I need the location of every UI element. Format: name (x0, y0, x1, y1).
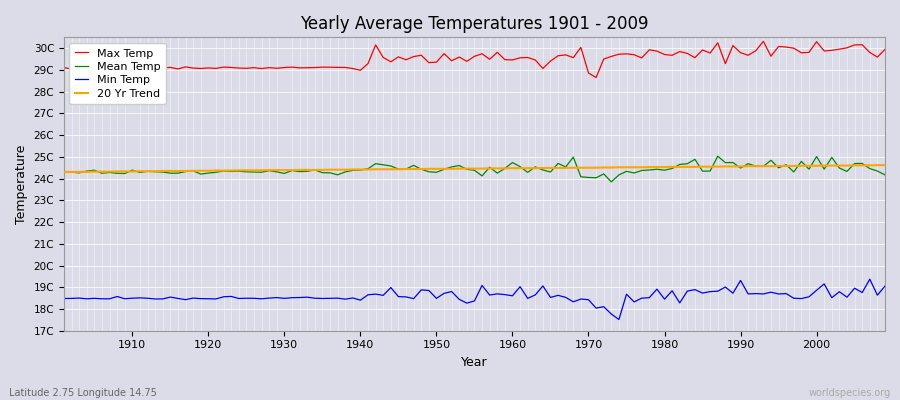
Mean Temp (606, 180, 616, 184)
20 Yr Trend (872, 163, 883, 168)
Mean Temp (332, 172, 343, 177)
Mean Temp (286, 168, 297, 173)
Mean Temp (712, 154, 723, 159)
20 Yr Trend (286, 168, 297, 172)
Max Temp (758, 39, 769, 44)
Title: Yearly Average Temperatures 1901 - 2009: Yearly Average Temperatures 1901 - 2009 (301, 15, 649, 33)
Max Temp (58, 65, 69, 70)
Min Temp (879, 284, 890, 288)
Line: Min Temp: Min Temp (64, 279, 885, 320)
Min Temp (120, 296, 130, 301)
20 Yr Trend (500, 166, 510, 171)
Text: worldspecies.org: worldspecies.org (809, 388, 891, 398)
Line: 20 Yr Trend: 20 Yr Trend (64, 165, 885, 172)
Min Temp (58, 296, 69, 301)
20 Yr Trend (507, 166, 517, 170)
20 Yr Trend (58, 170, 69, 174)
Line: Mean Temp: Mean Temp (64, 156, 885, 182)
Min Temp (598, 304, 609, 309)
20 Yr Trend (598, 165, 609, 170)
X-axis label: Year: Year (461, 356, 488, 369)
Min Temp (500, 292, 510, 297)
Line: Max Temp: Max Temp (64, 41, 885, 78)
20 Yr Trend (879, 163, 890, 168)
Mean Temp (500, 166, 510, 171)
Text: Latitude 2.75 Longitude 14.75: Latitude 2.75 Longitude 14.75 (9, 388, 157, 398)
Max Temp (606, 54, 616, 59)
Mean Temp (598, 172, 609, 176)
Mean Temp (879, 172, 890, 177)
20 Yr Trend (332, 167, 343, 172)
Min Temp (286, 295, 297, 300)
Mean Temp (120, 171, 130, 176)
Min Temp (507, 293, 517, 298)
Legend: Max Temp, Mean Temp, Min Temp, 20 Yr Trend: Max Temp, Mean Temp, Min Temp, 20 Yr Tre… (69, 43, 166, 104)
Max Temp (507, 58, 517, 62)
Max Temp (879, 47, 890, 52)
Max Temp (286, 65, 297, 70)
Min Temp (864, 277, 875, 282)
Max Temp (120, 65, 130, 70)
Min Temp (332, 296, 343, 300)
20 Yr Trend (120, 169, 130, 174)
Max Temp (500, 57, 510, 62)
Y-axis label: Temperature: Temperature (15, 144, 28, 224)
Max Temp (332, 65, 343, 70)
Mean Temp (507, 160, 517, 165)
Mean Temp (58, 169, 69, 174)
Max Temp (590, 75, 601, 80)
Min Temp (614, 317, 625, 322)
